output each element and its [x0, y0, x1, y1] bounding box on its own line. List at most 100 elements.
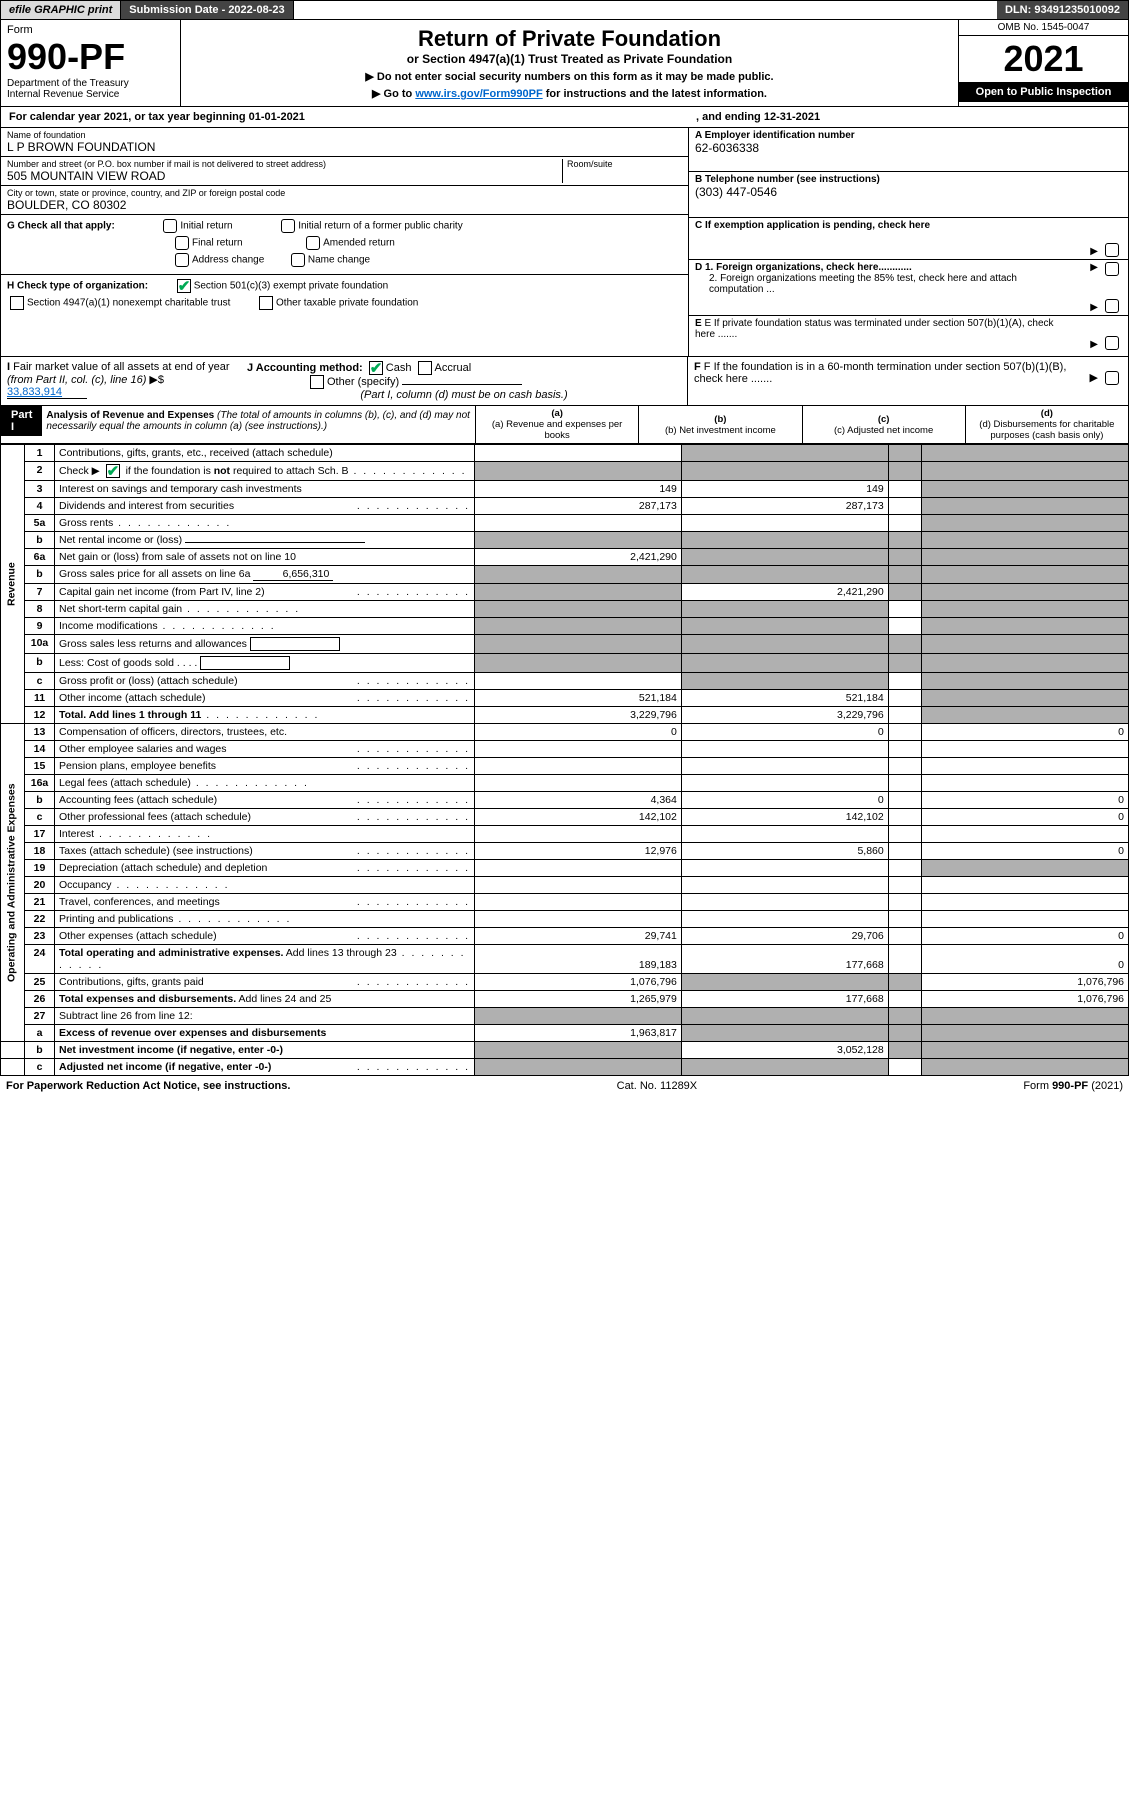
table-row: 11Other income (attach schedule)521,1845… — [1, 690, 1129, 707]
table-row: 3Interest on savings and temporary cash … — [1, 481, 1129, 498]
section-g: G Check all that apply: Initial return I… — [1, 215, 688, 275]
checkbox-other-method[interactable] — [310, 375, 324, 389]
table-row: bAccounting fees (attach schedule)4,3640… — [1, 792, 1129, 809]
checkbox-initial-pubcharity[interactable] — [281, 219, 295, 233]
checkbox-f[interactable] — [1105, 371, 1119, 385]
table-row: 16aLegal fees (attach schedule) — [1, 775, 1129, 792]
section-h: H Check type of organization: Section 50… — [1, 275, 688, 317]
form-header: Form 990-PF Department of the Treasury I… — [0, 20, 1129, 107]
table-row: 12Total. Add lines 1 through 113,229,796… — [1, 707, 1129, 724]
section-d: D 1. Foreign organizations, check here..… — [689, 260, 1128, 316]
city-cell: City or town, state or province, country… — [1, 186, 688, 215]
table-row: cAdjusted net income (if negative, enter… — [1, 1059, 1129, 1076]
paperwork-notice: For Paperwork Reduction Act Notice, see … — [6, 1080, 290, 1092]
col-c-header: (c)(c) Adjusted net income — [802, 406, 965, 443]
checkbox-initial-return[interactable] — [163, 219, 177, 233]
part1-table: Revenue 1Contributions, gifts, grants, e… — [0, 444, 1129, 1076]
efile-label: efile GRAPHIC print — [1, 1, 121, 19]
part1-header: Part I Analysis of Revenue and Expenses … — [0, 406, 1129, 444]
checkbox-4947a1[interactable] — [10, 296, 24, 310]
telephone-cell: B Telephone number (see instructions) (3… — [689, 172, 1128, 218]
form-number: 990-PF — [7, 36, 174, 78]
form-word: Form — [7, 24, 174, 36]
col-a-header: (a)(a) Revenue and expenses per books — [475, 406, 638, 443]
instruction-1: ▶ Do not enter social security numbers o… — [187, 70, 952, 83]
form-ref: Form 990-PF (2021) — [1023, 1080, 1123, 1092]
section-f: F F If the foundation is in a 60-month t… — [688, 357, 1128, 405]
section-ijf: I Fair market value of all assets at end… — [0, 357, 1129, 406]
table-row: 27Subtract line 26 from line 12: — [1, 1008, 1129, 1025]
address-cell: Number and street (or P.O. box number if… — [1, 157, 688, 186]
table-row: bLess: Cost of goods sold . . . . — [1, 654, 1129, 673]
table-row: 7Capital gain net income (from Part IV, … — [1, 584, 1129, 601]
checkbox-final-return[interactable] — [175, 236, 189, 250]
checkbox-accrual[interactable] — [418, 361, 432, 375]
table-row: 2Check ▶ if the foundation is not requir… — [1, 462, 1129, 481]
cat-no: Cat. No. 11289X — [617, 1080, 698, 1092]
col-b-header: (b)(b) Net investment income — [638, 406, 801, 443]
form-title: Return of Private Foundation — [187, 26, 952, 52]
checkbox-amended-return[interactable] — [306, 236, 320, 250]
col-d-header: (d)(d) Disbursements for charitable purp… — [965, 406, 1128, 443]
table-row: 18Taxes (attach schedule) (see instructi… — [1, 843, 1129, 860]
table-row: Operating and Administrative Expenses 13… — [1, 724, 1129, 741]
checkbox-501c3[interactable] — [177, 279, 191, 293]
table-row: 8Net short-term capital gain — [1, 601, 1129, 618]
table-row: 23Other expenses (attach schedule)29,741… — [1, 928, 1129, 945]
table-row: 9Income modifications — [1, 618, 1129, 635]
table-row: 17Interest — [1, 826, 1129, 843]
revenue-label: Revenue — [1, 445, 25, 724]
section-j: J Accounting method: Cash Accrual Other … — [237, 361, 681, 401]
table-row: cOther professional fees (attach schedul… — [1, 809, 1129, 826]
irs-label: Internal Revenue Service — [7, 89, 174, 100]
checkbox-other-taxable[interactable] — [259, 296, 273, 310]
section-e: E E If private foundation status was ter… — [689, 316, 1128, 356]
table-row: Revenue 1Contributions, gifts, grants, e… — [1, 445, 1129, 462]
submission-date: Submission Date - 2022-08-23 — [121, 1, 293, 19]
open-public-badge: Open to Public Inspection — [959, 82, 1128, 102]
table-row: 5aGross rents — [1, 515, 1129, 532]
table-row: aExcess of revenue over expenses and dis… — [1, 1025, 1129, 1042]
table-row: 4Dividends and interest from securities2… — [1, 498, 1129, 515]
checkbox-cash[interactable] — [369, 361, 383, 375]
foundation-info: Name of foundation L P BROWN FOUNDATION … — [0, 128, 1129, 357]
table-row: 20Occupancy — [1, 877, 1129, 894]
dept-treasury: Department of the Treasury — [7, 78, 174, 89]
table-row: bNet investment income (if negative, ent… — [1, 1042, 1129, 1059]
checkbox-d2[interactable] — [1105, 299, 1119, 313]
tax-year: 2021 — [959, 36, 1128, 82]
expenses-label: Operating and Administrative Expenses — [1, 724, 25, 1042]
checkbox-schb[interactable] — [106, 464, 120, 478]
table-row: cGross profit or (loss) (attach schedule… — [1, 673, 1129, 690]
table-row: 26Total expenses and disbursements. Add … — [1, 991, 1129, 1008]
table-row: 15Pension plans, employee benefits — [1, 758, 1129, 775]
table-row: bGross sales price for all assets on lin… — [1, 566, 1129, 584]
ein-cell: A Employer identification number 62-6036… — [689, 128, 1128, 172]
table-row: 6aNet gain or (loss) from sale of assets… — [1, 549, 1129, 566]
checkbox-e[interactable] — [1105, 336, 1119, 350]
form-subtitle: or Section 4947(a)(1) Trust Treated as P… — [187, 52, 952, 66]
checkbox-exemption-pending[interactable] — [1105, 243, 1119, 257]
omb-number: OMB No. 1545-0047 — [959, 20, 1128, 36]
instruction-2: ▶ Go to www.irs.gov/Form990PF for instru… — [187, 87, 952, 100]
table-row: 22Printing and publications — [1, 911, 1129, 928]
page-footer: For Paperwork Reduction Act Notice, see … — [0, 1076, 1129, 1096]
checkbox-d1[interactable] — [1105, 262, 1119, 276]
checkbox-address-change[interactable] — [175, 253, 189, 267]
name-cell: Name of foundation L P BROWN FOUNDATION — [1, 128, 688, 157]
fmv-link[interactable]: 33,833,914 — [7, 386, 87, 399]
calendar-year-row: For calendar year 2021, or tax year begi… — [0, 107, 1129, 128]
top-bar: efile GRAPHIC print Submission Date - 20… — [0, 0, 1129, 20]
form990pf-link[interactable]: www.irs.gov/Form990PF — [415, 88, 542, 100]
table-row: 21Travel, conferences, and meetings — [1, 894, 1129, 911]
part1-badge: Part I — [1, 406, 42, 436]
dln: DLN: 93491235010092 — [997, 1, 1128, 19]
table-row: 24Total operating and administrative exp… — [1, 945, 1129, 974]
checkbox-name-change[interactable] — [291, 253, 305, 267]
section-c: C If exemption application is pending, c… — [689, 218, 1128, 260]
table-row: 10aGross sales less returns and allowanc… — [1, 635, 1129, 654]
section-i: I Fair market value of all assets at end… — [7, 361, 237, 401]
table-row: 14Other employee salaries and wages — [1, 741, 1129, 758]
table-row: 25Contributions, gifts, grants paid1,076… — [1, 974, 1129, 991]
table-row: 19Depreciation (attach schedule) and dep… — [1, 860, 1129, 877]
